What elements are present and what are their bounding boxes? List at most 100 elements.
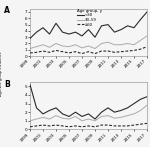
Line: ≥60: ≥60 <box>30 123 147 127</box>
30–59 <box>81 47 83 49</box>
30–59 <box>127 43 128 44</box>
<30 <box>127 25 128 27</box>
<30 <box>101 25 102 27</box>
30–59 <box>107 41 109 43</box>
<30 <box>88 29 89 30</box>
<30 <box>55 22 57 24</box>
Text: B: B <box>4 80 10 89</box>
<30 <box>146 11 148 13</box>
30–59 <box>107 115 109 116</box>
≥60 <box>81 126 83 128</box>
<30 <box>107 107 109 109</box>
30–59 <box>36 46 37 47</box>
30–59 <box>55 115 57 116</box>
<30 <box>107 24 109 25</box>
<30 <box>49 33 50 35</box>
30–59 <box>49 46 50 48</box>
Text: Age/sex group incidence: Age/sex group incidence <box>0 51 3 96</box>
≥60 <box>146 46 148 47</box>
30–59 <box>140 110 141 111</box>
30–59 <box>29 48 31 49</box>
30–59 <box>88 118 89 120</box>
30–59 <box>75 116 76 117</box>
30–59 <box>42 116 44 118</box>
30–59 <box>146 35 148 37</box>
≥60 <box>94 53 96 54</box>
30–59 <box>62 45 63 47</box>
30–59 <box>94 48 96 49</box>
30–59 <box>81 120 83 122</box>
≥60 <box>62 51 63 53</box>
Legend: <30, 30–59, ≥60: <30, 30–59, ≥60 <box>76 8 102 27</box>
≥60 <box>88 51 89 53</box>
<30 <box>120 29 122 30</box>
≥60 <box>127 50 128 52</box>
≥60 <box>88 125 89 127</box>
≥60 <box>29 126 31 128</box>
<30 <box>101 111 102 113</box>
≥60 <box>94 126 96 128</box>
≥60 <box>120 125 122 127</box>
30–59 <box>49 118 50 120</box>
≥60 <box>101 124 102 126</box>
≥60 <box>75 51 76 53</box>
≥60 <box>29 52 31 54</box>
≥60 <box>120 51 122 53</box>
≥60 <box>36 51 37 53</box>
<30 <box>62 113 63 115</box>
Line: 30–59: 30–59 <box>30 36 147 49</box>
30–59 <box>133 113 135 115</box>
≥60 <box>133 50 135 51</box>
30–59 <box>133 44 135 46</box>
30–59 <box>55 43 57 44</box>
30–59 <box>88 45 89 47</box>
30–59 <box>114 44 115 46</box>
<30 <box>75 31 76 33</box>
30–59 <box>42 44 44 46</box>
<30 <box>146 96 148 98</box>
≥60 <box>114 125 115 127</box>
30–59 <box>75 44 76 46</box>
30–59 <box>68 118 70 120</box>
30–59 <box>62 117 63 119</box>
≥60 <box>107 50 109 52</box>
Line: 30–59: 30–59 <box>30 105 147 121</box>
30–59 <box>29 120 31 122</box>
≥60 <box>42 124 44 126</box>
<30 <box>140 19 141 20</box>
<30 <box>81 35 83 37</box>
≥60 <box>49 51 50 53</box>
<30 <box>55 107 57 109</box>
<30 <box>42 27 44 29</box>
≥60 <box>81 53 83 54</box>
30–59 <box>101 116 102 117</box>
30–59 <box>94 120 96 122</box>
≥60 <box>101 50 102 52</box>
<30 <box>120 110 122 111</box>
<30 <box>114 111 115 113</box>
Line: <30: <30 <box>30 85 147 119</box>
<30 <box>133 27 135 29</box>
≥60 <box>75 125 76 127</box>
<30 <box>36 107 37 109</box>
30–59 <box>101 43 102 44</box>
<30 <box>94 36 96 38</box>
<30 <box>81 116 83 117</box>
<30 <box>94 118 96 120</box>
30–59 <box>146 104 148 106</box>
<30 <box>49 110 50 111</box>
<30 <box>114 31 115 33</box>
≥60 <box>133 124 135 126</box>
<30 <box>68 116 70 117</box>
<30 <box>68 33 70 35</box>
30–59 <box>140 39 141 41</box>
Line: <30: <30 <box>30 12 147 39</box>
<30 <box>42 113 44 115</box>
30–59 <box>68 46 70 47</box>
<30 <box>127 107 128 109</box>
≥60 <box>68 126 70 128</box>
<30 <box>62 31 63 33</box>
≥60 <box>127 125 128 127</box>
30–59 <box>114 117 115 119</box>
Line: ≥60: ≥60 <box>30 47 147 54</box>
